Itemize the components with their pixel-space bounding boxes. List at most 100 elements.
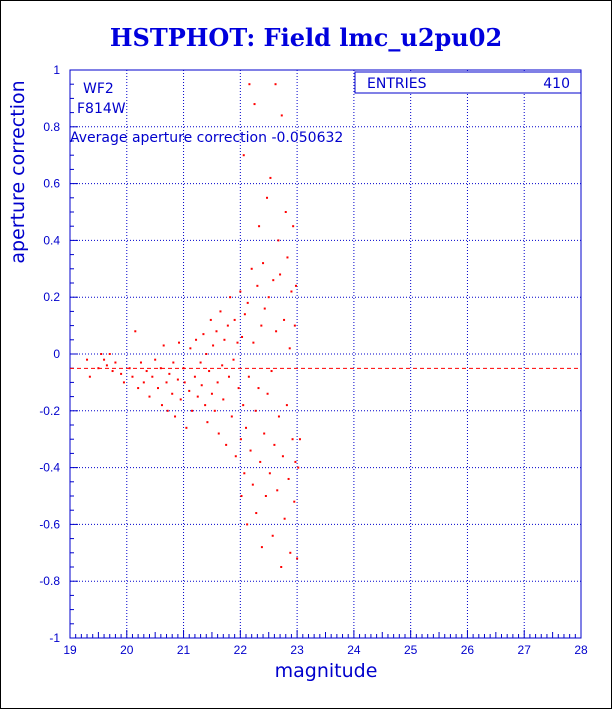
y-tick-label: 0.2 xyxy=(43,290,60,304)
x-tick-label: 24 xyxy=(347,643,361,657)
data-point xyxy=(294,284,297,287)
data-point xyxy=(263,432,266,435)
data-point xyxy=(139,361,142,364)
data-point xyxy=(242,404,245,407)
data-point xyxy=(154,358,157,361)
data-point xyxy=(273,443,276,446)
axis-ticks: 19 20 21 22 23 24 25 26 27 28 -1 -0.8 -0.6 -0.4 -0.2 0 0… xyxy=(39,63,588,657)
data-point xyxy=(250,267,253,270)
data-point xyxy=(111,370,114,373)
stats-label: ENTRIES xyxy=(367,76,427,92)
data-point xyxy=(293,500,296,503)
data-point xyxy=(114,361,117,364)
data-point xyxy=(212,344,215,347)
data-point xyxy=(249,449,252,452)
data-point xyxy=(222,398,225,401)
filter-label: F814W xyxy=(77,101,126,117)
data-point xyxy=(263,307,266,310)
data-point xyxy=(252,341,255,344)
data-point xyxy=(159,367,162,370)
detector-label: WF2 xyxy=(83,81,114,97)
data-point xyxy=(276,489,279,492)
data-point xyxy=(283,318,286,321)
data-point xyxy=(256,284,259,287)
data-point xyxy=(297,466,300,469)
data-point xyxy=(204,404,207,407)
data-point xyxy=(274,83,277,86)
data-point xyxy=(208,370,211,373)
data-point xyxy=(183,381,186,384)
x-tick-label: 26 xyxy=(461,643,475,657)
data-point xyxy=(213,409,216,412)
data-point xyxy=(270,370,273,373)
data-point xyxy=(254,409,257,412)
data-point xyxy=(248,83,251,86)
stats-box: ENTRIES 410 xyxy=(354,71,582,94)
data-point xyxy=(266,392,269,395)
y-tick-label: 0.4 xyxy=(43,233,60,247)
data-point xyxy=(285,404,288,407)
data-point xyxy=(262,262,265,265)
data-point xyxy=(202,333,205,336)
data-point xyxy=(232,358,235,361)
data-point xyxy=(219,310,222,313)
data-point xyxy=(288,347,291,350)
data-point xyxy=(193,375,196,378)
data-point xyxy=(230,415,233,418)
data-point xyxy=(292,225,295,228)
data-point xyxy=(217,432,220,435)
data-point xyxy=(260,324,263,327)
data-point xyxy=(195,338,198,341)
data-point xyxy=(142,381,145,384)
data-point xyxy=(281,455,284,458)
data-point xyxy=(168,372,171,375)
grid-lines xyxy=(70,70,581,638)
data-point xyxy=(128,367,131,370)
data-point xyxy=(241,335,244,338)
data-point xyxy=(191,409,194,412)
data-point xyxy=(205,353,208,355)
data-point xyxy=(236,341,239,344)
data-point xyxy=(131,375,134,378)
data-point xyxy=(251,483,254,486)
data-point xyxy=(166,409,169,412)
data-point xyxy=(157,387,160,390)
data-point xyxy=(284,211,287,213)
x-tick-label: 19 xyxy=(63,643,77,657)
data-point xyxy=(257,387,260,390)
data-point xyxy=(221,364,224,367)
data-point xyxy=(134,330,137,333)
data-point xyxy=(120,372,123,375)
x-tick-label: 23 xyxy=(290,643,304,657)
data-point xyxy=(272,279,275,282)
data-point xyxy=(260,546,263,549)
data-point xyxy=(229,296,232,299)
y-tick-label: -0.8 xyxy=(39,574,60,588)
y-tick-label: 0.6 xyxy=(43,177,60,191)
data-point xyxy=(277,415,280,418)
data-point xyxy=(145,370,148,373)
x-tick-label: 22 xyxy=(234,643,248,657)
x-tick-label: 20 xyxy=(120,643,134,657)
chart-title: HSTPHOT: Field lmc_u2pu02 xyxy=(110,23,502,52)
data-point xyxy=(188,389,191,392)
stats-box-frame xyxy=(354,71,582,94)
data-point xyxy=(243,472,246,475)
data-point xyxy=(223,338,226,341)
data-point xyxy=(239,290,242,293)
data-point xyxy=(268,472,271,475)
data-point xyxy=(233,318,236,321)
data-point xyxy=(179,398,182,401)
x-tick-label: 27 xyxy=(518,643,532,657)
x-tick-label: 25 xyxy=(404,643,418,657)
data-point xyxy=(277,239,280,242)
data-point xyxy=(275,330,278,333)
data-point xyxy=(215,330,218,333)
x-tick-label: 28 xyxy=(574,643,588,657)
data-point xyxy=(122,381,125,384)
data-point xyxy=(237,387,240,390)
data-point xyxy=(97,367,100,370)
data-point xyxy=(283,517,286,520)
data-point xyxy=(258,225,261,228)
